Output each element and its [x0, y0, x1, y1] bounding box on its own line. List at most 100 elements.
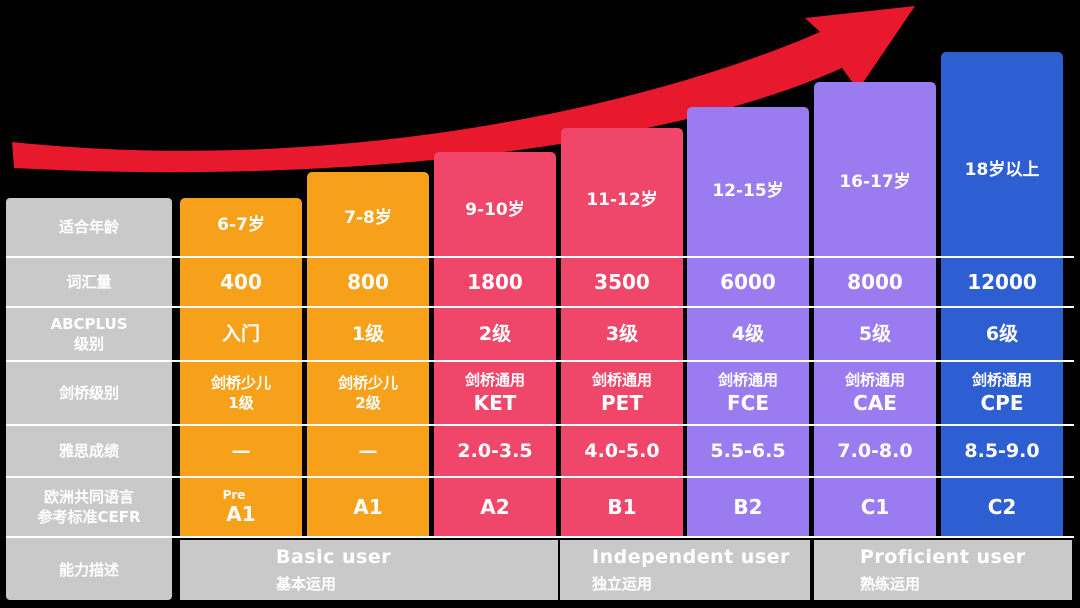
ielts-cell: 7.0-8.0 [814, 426, 936, 476]
abcplus-cell: 3级 [561, 308, 683, 360]
cambridge-line1: 剑桥通用 [717, 371, 778, 389]
row-divider [6, 306, 1074, 308]
row-divider [6, 424, 1074, 426]
age-cell: 16-17岁 [839, 172, 911, 192]
cefr-cell: Pre A1 [180, 478, 302, 536]
row-label-ability: 能力描述 [58, 560, 119, 579]
level-column [687, 107, 809, 536]
vocab-cell: 3500 [561, 258, 683, 306]
vocab-cell-value: 1800 [467, 270, 523, 294]
row-divider [6, 360, 1074, 362]
cambridge-line1: 剑桥少儿 [210, 374, 271, 392]
cambridge-line1: 剑桥通用 [464, 371, 525, 389]
ielts-cell-value: 4.0-5.0 [584, 439, 660, 462]
ielts-cell: 8.5-9.0 [941, 426, 1063, 476]
cefr-cell: A2 [434, 478, 556, 536]
ielts-cell-value: 2.0-3.5 [457, 439, 533, 462]
abcplus-cell: 5级 [814, 308, 936, 360]
row-label-cambridge: 剑桥级别 [58, 383, 119, 402]
cefr-value: C1 [860, 495, 890, 519]
cefr-value: A1 [353, 495, 383, 519]
cefr-value: C2 [987, 495, 1017, 519]
abcplus-cell-value: 5级 [858, 322, 892, 345]
vocab-cell: 8000 [814, 258, 936, 306]
vocab-cell: 400 [180, 258, 302, 306]
ability-basic: Basic user 基本运用 [180, 540, 558, 600]
ielts-cell-value: 7.0-8.0 [837, 439, 913, 462]
vocab-cell-value: 400 [220, 270, 262, 294]
cambridge-line2: 1级 [228, 394, 254, 412]
cambridge-line1: 剑桥通用 [844, 371, 905, 389]
abcplus-cell-value: 1级 [351, 322, 385, 345]
vocab-cell-value: 800 [347, 270, 389, 294]
abcplus-cell-value: 4级 [731, 322, 765, 345]
abcplus-cell: 入门 [180, 308, 302, 360]
vocab-cell: 1800 [434, 258, 556, 306]
row-label-abcplus: ABCPLUS 级别 [50, 314, 128, 353]
cambridge-cell: 剑桥通用 KET [434, 362, 556, 424]
cambridge-line1: 剑桥少儿 [337, 374, 398, 392]
ielts-cell-value: 5.5-6.5 [710, 439, 786, 462]
level-column [434, 152, 556, 536]
abcplus-cell-value: 6级 [985, 322, 1019, 345]
growth-arrow-icon [12, 6, 915, 173]
abcplus-cell: 1级 [307, 308, 429, 360]
ielts-cell: — [307, 426, 429, 476]
cambridge-line2: FCE [726, 391, 769, 415]
cambridge-cell: 剑桥通用 FCE [687, 362, 809, 424]
vocab-cell: 12000 [941, 258, 1063, 306]
ielts-cell: — [180, 426, 302, 476]
cambridge-line2: CAE [853, 391, 897, 415]
row-divider [6, 536, 1074, 538]
cefr-value: B1 [607, 495, 637, 519]
cefr-cell: B1 [561, 478, 683, 536]
age-cell: 18岁以上 [964, 160, 1040, 180]
ielts-cell: 5.5-6.5 [687, 426, 809, 476]
age-cell: 7-8岁 [344, 208, 392, 228]
row-label-column [6, 198, 172, 600]
cefr-value: A1 [226, 501, 256, 526]
level-column [814, 82, 936, 536]
ielts-cell-value: — [231, 439, 251, 462]
abcplus-cell: 6级 [941, 308, 1063, 360]
cefr-value: A2 [480, 495, 510, 519]
ielts-cell-value: — [358, 439, 378, 462]
age-cell: 12-15岁 [712, 181, 784, 201]
row-label-ielts: 雅思成绩 [58, 441, 119, 460]
cambridge-cell: 剑桥少儿 2级 [307, 362, 429, 424]
cambridge-line1: 剑桥通用 [591, 371, 652, 389]
cambridge-line1: 剑桥通用 [971, 371, 1032, 389]
row-label-age: 适合年龄 [58, 217, 119, 236]
abcplus-cell: 4级 [687, 308, 809, 360]
cefr-value: B2 [733, 495, 763, 519]
row-divider [6, 256, 1074, 258]
vocab-cell: 6000 [687, 258, 809, 306]
level-column [561, 128, 683, 536]
ability-proficient: Proficient user 熟练运用 [814, 540, 1072, 600]
age-cell: 9-10岁 [465, 200, 525, 220]
level-column [307, 172, 429, 536]
vocab-cell-value: 8000 [847, 270, 903, 294]
cefr-pre-label: Pre [222, 487, 246, 502]
row-divider [6, 476, 1074, 478]
vocab-cell-value: 6000 [720, 270, 776, 294]
ielts-cell-value: 8.5-9.0 [964, 439, 1040, 462]
cambridge-cell: 剑桥少儿 1级 [180, 362, 302, 424]
level-column [941, 52, 1063, 536]
cambridge-cell: 剑桥通用 CPE [941, 362, 1063, 424]
cambridge-cell: 剑桥通用 CAE [814, 362, 936, 424]
level-column [180, 198, 302, 536]
abcplus-cell-value: 3级 [605, 322, 639, 345]
ielts-cell: 2.0-3.5 [434, 426, 556, 476]
cefr-cell: C1 [814, 478, 936, 536]
ability-independent: Independent user 独立运用 [560, 540, 810, 600]
age-cell: 6-7岁 [217, 215, 265, 235]
vocab-cell: 800 [307, 258, 429, 306]
cefr-cell: A1 [307, 478, 429, 536]
vocab-cell-value: 3500 [594, 270, 650, 294]
vocab-cell-value: 12000 [967, 270, 1037, 294]
cambridge-line2: PET [601, 391, 643, 415]
cefr-cell: B2 [687, 478, 809, 536]
abcplus-cell-value: 入门 [221, 322, 260, 345]
cefr-cell: C2 [941, 478, 1063, 536]
